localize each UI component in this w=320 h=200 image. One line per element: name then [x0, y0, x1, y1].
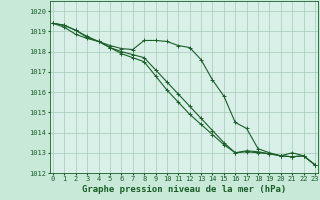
X-axis label: Graphe pression niveau de la mer (hPa): Graphe pression niveau de la mer (hPa) — [82, 185, 286, 194]
